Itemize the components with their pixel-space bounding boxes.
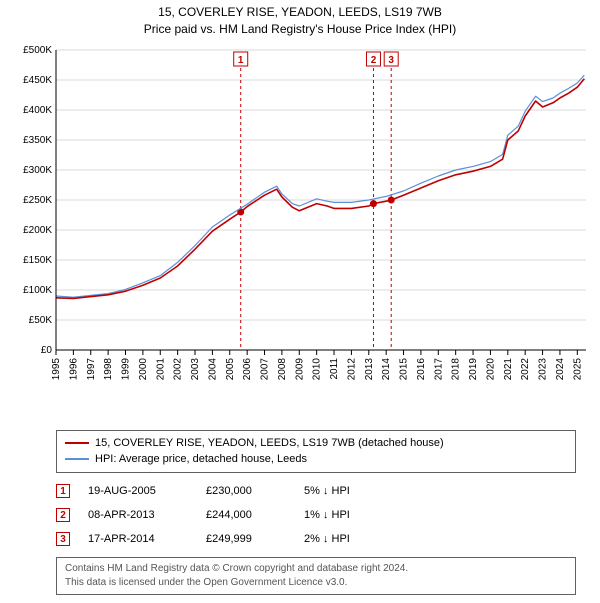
event-marker-3: 3 <box>56 532 70 546</box>
svg-text:£400K: £400K <box>23 105 52 116</box>
svg-text:2012: 2012 <box>346 357 357 380</box>
attribution-line: Contains HM Land Registry data © Crown c… <box>65 562 567 576</box>
attribution-box: Contains HM Land Registry data © Crown c… <box>56 557 576 595</box>
svg-text:2017: 2017 <box>433 357 444 380</box>
svg-text:2023: 2023 <box>538 357 549 380</box>
event-marker-1: 1 <box>56 484 70 498</box>
svg-text:2024: 2024 <box>555 357 566 380</box>
event-price: £244,000 <box>206 509 286 521</box>
svg-text:2018: 2018 <box>451 357 462 380</box>
svg-text:2019: 2019 <box>468 357 479 380</box>
svg-text:2015: 2015 <box>399 357 410 380</box>
svg-text:£250K: £250K <box>23 195 52 206</box>
event-price: £249,999 <box>206 533 286 545</box>
legend-box: 15, COVERLEY RISE, YEADON, LEEDS, LS19 7… <box>56 430 576 473</box>
svg-text:2020: 2020 <box>485 357 496 380</box>
svg-text:2014: 2014 <box>381 357 392 380</box>
line-chart-svg: £0 £50K £100K £150K £200K £250K £300K £350K £400… <box>8 44 592 424</box>
svg-text:2022: 2022 <box>520 357 531 380</box>
event-row: 1 19-AUG-2005 £230,000 5% ↓ HPI <box>56 479 576 503</box>
event-table: 1 19-AUG-2005 £230,000 5% ↓ HPI 2 08-APR… <box>56 479 576 551</box>
svg-text:1995: 1995 <box>51 357 62 380</box>
attribution-line: This data is licensed under the Open Gov… <box>65 576 567 590</box>
svg-text:2010: 2010 <box>312 357 323 380</box>
svg-text:2009: 2009 <box>294 357 305 380</box>
svg-text:3: 3 <box>388 55 394 66</box>
title-subtitle: Price paid vs. HM Land Registry's House … <box>8 21 592 38</box>
legend-swatch-hpi <box>65 458 89 460</box>
svg-text:1999: 1999 <box>121 357 132 380</box>
svg-text:2021: 2021 <box>503 357 514 380</box>
legend-label-hpi: HPI: Average price, detached house, Leed… <box>95 451 307 468</box>
svg-text:2007: 2007 <box>260 357 271 380</box>
svg-text:2003: 2003 <box>190 357 201 380</box>
svg-text:£450K: £450K <box>23 75 52 86</box>
svg-text:2002: 2002 <box>173 357 184 380</box>
svg-text:£200K: £200K <box>23 225 52 236</box>
svg-text:2: 2 <box>371 55 377 66</box>
svg-text:£50K: £50K <box>29 315 53 326</box>
event-row: 3 17-APR-2014 £249,999 2% ↓ HPI <box>56 527 576 551</box>
event-price: £230,000 <box>206 485 286 497</box>
svg-text:2013: 2013 <box>364 357 375 380</box>
event-date: 17-APR-2014 <box>88 533 188 545</box>
title-block: 15, COVERLEY RISE, YEADON, LEEDS, LS19 7… <box>8 4 592 38</box>
event-delta: 5% ↓ HPI <box>304 485 576 497</box>
legend-label-property: 15, COVERLEY RISE, YEADON, LEEDS, LS19 7… <box>95 435 444 452</box>
legend-row: 15, COVERLEY RISE, YEADON, LEEDS, LS19 7… <box>65 435 567 452</box>
svg-text:1998: 1998 <box>103 357 114 380</box>
svg-text:£300K: £300K <box>23 165 52 176</box>
svg-text:2011: 2011 <box>329 357 340 379</box>
svg-text:£500K: £500K <box>23 45 52 56</box>
svg-text:£0: £0 <box>41 345 53 356</box>
event-delta: 2% ↓ HPI <box>304 533 576 545</box>
svg-text:1996: 1996 <box>68 357 79 380</box>
svg-text:1: 1 <box>238 55 244 66</box>
svg-text:2006: 2006 <box>242 357 253 380</box>
svg-text:2008: 2008 <box>277 357 288 380</box>
svg-text:£100K: £100K <box>23 285 52 296</box>
svg-text:2000: 2000 <box>138 357 149 380</box>
title-address: 15, COVERLEY RISE, YEADON, LEEDS, LS19 7… <box>8 4 592 21</box>
svg-text:2004: 2004 <box>207 357 218 380</box>
chart-container: 15, COVERLEY RISE, YEADON, LEEDS, LS19 7… <box>0 0 600 603</box>
chart-area: £0 £50K £100K £150K £200K £250K £300K £350K £400… <box>8 44 592 424</box>
svg-text:2001: 2001 <box>155 357 166 380</box>
svg-text:1997: 1997 <box>86 357 97 380</box>
event-date: 19-AUG-2005 <box>88 485 188 497</box>
svg-text:2025: 2025 <box>572 357 583 380</box>
event-date: 08-APR-2013 <box>88 509 188 521</box>
svg-text:2005: 2005 <box>225 357 236 380</box>
legend-swatch-property <box>65 442 89 444</box>
event-row: 2 08-APR-2013 £244,000 1% ↓ HPI <box>56 503 576 527</box>
svg-text:£150K: £150K <box>23 255 52 266</box>
legend-row: HPI: Average price, detached house, Leed… <box>65 451 567 468</box>
svg-text:£350K: £350K <box>23 135 52 146</box>
event-delta: 1% ↓ HPI <box>304 509 576 521</box>
event-marker-2: 2 <box>56 508 70 522</box>
svg-text:2016: 2016 <box>416 357 427 380</box>
